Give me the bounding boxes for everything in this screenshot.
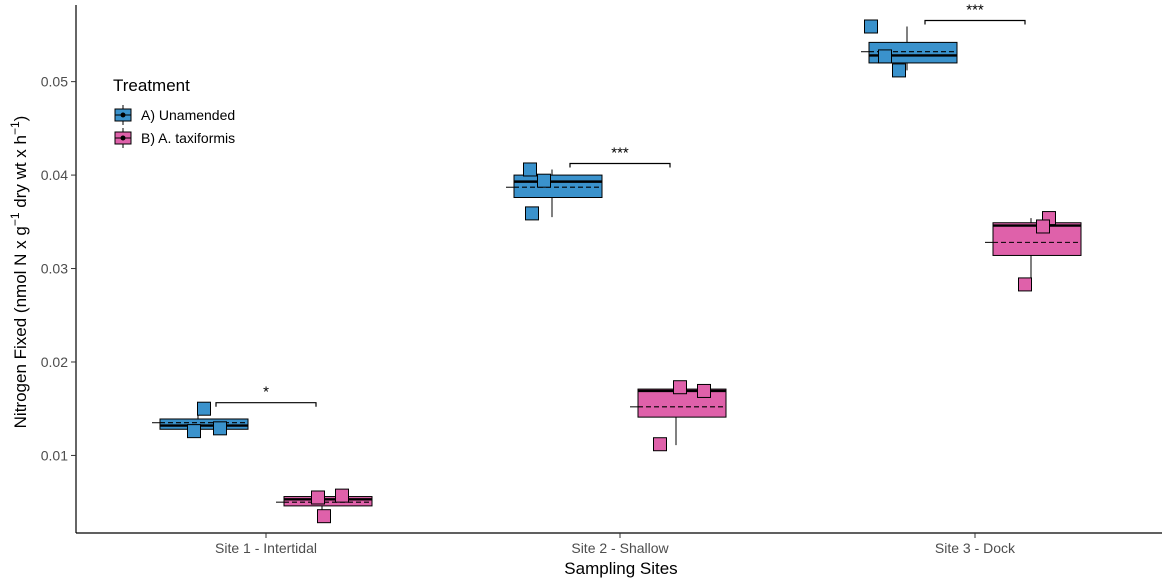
- data-point: [1036, 219, 1050, 234]
- legend-item-unamended: A) Unamended: [141, 107, 235, 123]
- data-point: [892, 63, 906, 78]
- significance-bracket-site1: *: [215, 384, 317, 407]
- data-point: [317, 509, 331, 524]
- y-axis-title-main: Nitrogen Fixed (nmol N x g: [11, 226, 30, 428]
- significance-bracket-site3: ***: [924, 1, 1026, 25]
- tick-labels: 0.01 0.02 0.03 0.04 0.05 Site 1 - Intertidal S…: [41, 74, 1016, 556]
- data-point: [878, 49, 892, 64]
- data-point: [1018, 277, 1032, 292]
- significance-label: ***: [611, 144, 629, 161]
- box-unamended-site1: [152, 401, 249, 439]
- data-point: [523, 162, 537, 177]
- y-axis-title: Nitrogen Fixed (nmol N x g−1 dry wt x h−…: [8, 116, 30, 429]
- y-axis-title-mid: dry wt x h: [11, 135, 30, 212]
- data-point: [311, 490, 325, 505]
- y-tick-label: 0.02: [41, 354, 68, 370]
- box-taxiformis-site2: [630, 380, 727, 452]
- data-point: [187, 424, 201, 439]
- significance-label: *: [263, 384, 269, 401]
- significance-brackets: *******: [215, 1, 1026, 407]
- box-body: [283, 496, 373, 507]
- data-point: [335, 488, 349, 503]
- y-tick-label: 0.03: [41, 261, 68, 277]
- bracket-line: [215, 402, 317, 407]
- y-tick-label: 0.05: [41, 74, 68, 90]
- data-point: [864, 19, 878, 34]
- significance-label: ***: [966, 1, 984, 18]
- legend: Treatment A) Unamended B) A. taxiformis: [113, 76, 235, 148]
- y-axis-title-end: ): [11, 116, 30, 122]
- axes: [75, 5, 1162, 534]
- legend-key-unamended: [114, 105, 132, 125]
- box-unamended-site2: [506, 162, 603, 221]
- legend-item-taxiformis: B) A. taxiformis: [141, 130, 235, 146]
- box-body: [513, 174, 603, 199]
- y-tick-label: 0.04: [41, 167, 68, 183]
- y-axis-title-sup1: −1: [8, 212, 22, 226]
- boxes: [152, 19, 1082, 524]
- x-tick-label: Site 2 - Shallow: [571, 540, 669, 556]
- data-point: [673, 380, 687, 395]
- box-taxiformis-site3: [985, 211, 1082, 292]
- y-tick-label: 0.01: [41, 447, 68, 463]
- data-point: [525, 206, 539, 221]
- data-point: [213, 421, 227, 436]
- bracket-line: [924, 19, 1026, 25]
- data-point: [697, 383, 711, 398]
- legend-key-taxiformis: [114, 128, 132, 148]
- data-point: [197, 401, 211, 416]
- data-point: [653, 437, 667, 452]
- box-unamended-site3: [861, 19, 958, 78]
- legend-title: Treatment: [113, 76, 190, 95]
- x-tick-label: Site 3 - Dock: [935, 540, 1016, 556]
- y-axis-title-sup2: −1: [8, 121, 22, 135]
- data-point: [537, 173, 551, 188]
- box-body: [159, 418, 249, 430]
- bracket-line: [569, 162, 671, 168]
- x-axis-title: Sampling Sites: [564, 559, 677, 578]
- significance-bracket-site2: ***: [569, 144, 671, 168]
- box-taxiformis-site1: [276, 488, 373, 524]
- x-tick-label: Site 1 - Intertidal: [215, 540, 317, 556]
